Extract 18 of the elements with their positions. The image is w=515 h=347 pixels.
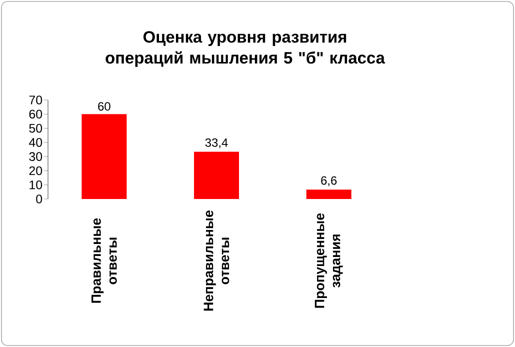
bar	[194, 152, 240, 199]
x-tick-label: Неправильные ответы	[204, 210, 230, 311]
x-tick-label: Правильные ответы	[92, 218, 117, 303]
chart-title: Оценка уровня развития операций мышления 5 "б" класса	[106, 31, 386, 67]
data-label: 6,6	[321, 176, 337, 186]
y-tick-label: 50	[29, 124, 42, 133]
y-tick-label: 60	[29, 110, 42, 119]
y-tick-label: 20	[29, 166, 42, 176]
y-tick-label: 40	[28, 138, 42, 147]
bar	[306, 190, 352, 199]
y-tick-label: 0	[36, 194, 42, 204]
data-label: 60	[98, 102, 110, 111]
y-tick-label: 70	[29, 96, 42, 104]
y-tick-label: 10	[30, 180, 42, 190]
y-tick-label: 30	[29, 152, 42, 161]
data-label: 33,4	[205, 138, 228, 148]
x-tick-label: Пропущенные задания	[314, 213, 343, 308]
bar	[82, 114, 127, 199]
